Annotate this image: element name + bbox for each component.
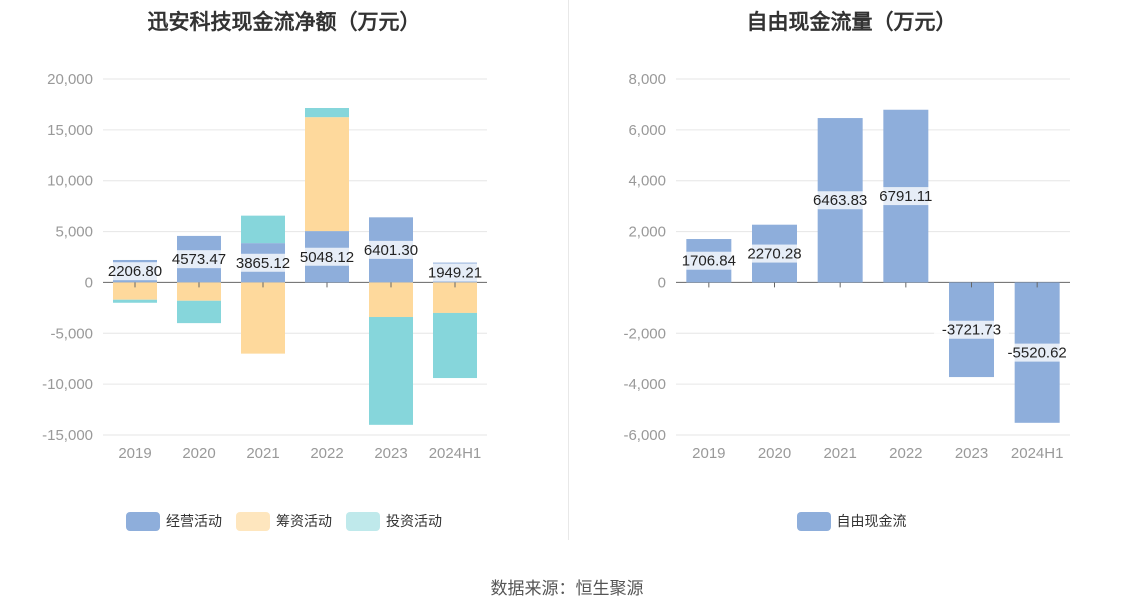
x-tick-label: 2021 xyxy=(246,445,279,462)
x-tick-label: 2023 xyxy=(955,445,988,462)
data-label-background xyxy=(229,253,297,272)
y-tick-label: 8,000 xyxy=(628,71,666,88)
chart-title: 自由现金流量（万元） xyxy=(746,11,957,34)
free-cashflow-chart: 8,000 6,000 4,000 2,000 0 -2,000 -4,000 -6,000 2… xyxy=(623,71,1075,462)
bar-投资活动 xyxy=(433,312,477,379)
legend-label: 投资活动 xyxy=(386,513,442,529)
data-label-background xyxy=(872,187,939,206)
data-label-background xyxy=(293,247,361,266)
y-tick-label: -10,000 xyxy=(42,376,93,393)
legend-swatch xyxy=(126,511,160,531)
data-label-background xyxy=(421,263,489,282)
bar-筹资活动 xyxy=(433,282,477,313)
legend-swatch xyxy=(236,511,270,531)
y-tick-label: 0 xyxy=(658,274,666,291)
x-tick-label: 2022 xyxy=(889,445,922,462)
y-tick-label: 0 xyxy=(85,274,93,291)
x-tick-label: 2024H1 xyxy=(1011,445,1064,462)
bar-筹资活动 xyxy=(241,282,285,354)
bar-投资活动 xyxy=(369,317,413,425)
legend-label: 自由现金流 xyxy=(836,513,907,529)
data-label-background xyxy=(165,250,233,269)
y-tick-label: 15,000 xyxy=(47,122,93,139)
legend-item-operating[interactable]: 经营活动 xyxy=(126,511,222,531)
x-tick-label: 2020 xyxy=(758,445,791,462)
legend-label: 筹资活动 xyxy=(276,513,332,529)
data-label-background xyxy=(675,251,742,270)
cashflow-chart: 20,000 15,000 10,000 5,000 0 -5,000 -10,000 -15… xyxy=(42,71,489,462)
data-source: 数据来源：恒生聚源 xyxy=(490,579,644,598)
y-tick-label: -5,000 xyxy=(50,325,93,342)
y-tick-label: 4,000 xyxy=(628,173,666,190)
data-label: 3865.12 xyxy=(236,255,290,272)
y-tick-label: 10,000 xyxy=(47,173,93,190)
legend-swatch xyxy=(796,511,831,531)
y-tick-label: 5,000 xyxy=(55,224,93,241)
bar-投资活动 xyxy=(305,108,349,118)
data-label-background xyxy=(999,343,1075,362)
data-label-background xyxy=(101,262,169,281)
data-label: -5520.62 xyxy=(1008,345,1067,362)
data-label: 4573.47 xyxy=(172,251,226,268)
legend-item-free-cashflow[interactable]: 自由现金流 xyxy=(796,511,907,531)
y-tick-label: 2,000 xyxy=(628,224,666,241)
free-cashflow-chart-panel: 自由现金流量（万元） 8,000 6,000 4,000 2,000 0 -2,000 -4… xyxy=(569,0,1134,612)
x-tick-label: 2022 xyxy=(310,445,343,462)
data-label-background xyxy=(741,244,808,263)
data-label: 6401.30 xyxy=(364,242,418,259)
legend-item-financing[interactable]: 筹资活动 xyxy=(236,511,332,531)
data-label: 2206.80 xyxy=(108,263,162,280)
data-label: 6791.11 xyxy=(879,188,932,205)
y-tick-label: -2,000 xyxy=(623,325,666,342)
x-tick-label: 2019 xyxy=(118,445,151,462)
y-tick-label: -15,000 xyxy=(42,427,93,444)
data-label-background xyxy=(934,320,1009,339)
panel-divider xyxy=(568,0,569,540)
bar-筹资活动 xyxy=(177,282,221,301)
cashflow-chart-panel: 迅安科技现金流净额（万元） 20,000 15,000 10,000 5,000 0 -5… xyxy=(0,11,568,531)
data-label: 6463.83 xyxy=(813,192,867,209)
bar-筹资活动 xyxy=(113,282,157,300)
x-tick-label: 2023 xyxy=(374,445,407,462)
x-tick-label: 2021 xyxy=(823,445,856,462)
chart-legend: 经营活动 筹资活动 投资活动 xyxy=(0,511,568,531)
x-tick-label: 2019 xyxy=(692,445,725,462)
data-label-background xyxy=(807,191,874,210)
legend-swatch xyxy=(346,511,380,531)
bar-筹资活动 xyxy=(305,117,349,232)
data-label: 1949.21 xyxy=(428,265,482,282)
data-label: 5048.12 xyxy=(300,249,354,266)
data-label: 1706.84 xyxy=(682,253,736,270)
bar-投资活动 xyxy=(113,299,157,303)
x-tick-label: 2020 xyxy=(182,445,215,462)
chart-title: 迅安科技现金流净额（万元） xyxy=(147,11,421,34)
bar-投资活动 xyxy=(177,300,221,324)
legend-item-investing[interactable]: 投资活动 xyxy=(346,511,442,531)
y-tick-label: -4,000 xyxy=(623,376,666,393)
data-label: -3721.73 xyxy=(942,322,1001,339)
legend-label: 经营活动 xyxy=(166,513,222,529)
y-tick-label: -6,000 xyxy=(623,427,666,444)
y-tick-label: 20,000 xyxy=(47,71,93,88)
data-label-background xyxy=(357,240,425,259)
chart-legend: 自由现金流 xyxy=(569,511,1134,531)
y-tick-label: 6,000 xyxy=(628,122,666,139)
data-label: 2270.28 xyxy=(747,246,801,263)
bar-筹资活动 xyxy=(369,282,413,318)
bar-投资活动 xyxy=(241,215,285,244)
x-tick-label: 2024H1 xyxy=(429,445,482,462)
